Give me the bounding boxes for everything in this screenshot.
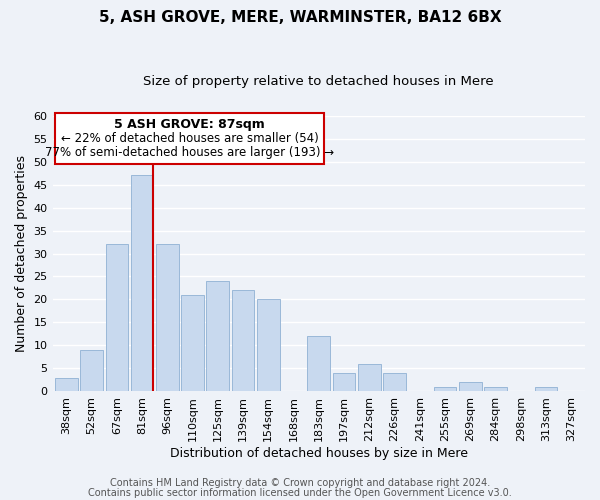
Bar — [156, 244, 179, 392]
FancyBboxPatch shape — [55, 114, 324, 164]
Bar — [307, 336, 330, 392]
Y-axis label: Number of detached properties: Number of detached properties — [15, 155, 28, 352]
Title: Size of property relative to detached houses in Mere: Size of property relative to detached ho… — [143, 75, 494, 88]
Bar — [257, 300, 280, 392]
Bar — [484, 387, 507, 392]
Bar — [131, 176, 154, 392]
Bar — [383, 373, 406, 392]
Text: 5, ASH GROVE, MERE, WARMINSTER, BA12 6BX: 5, ASH GROVE, MERE, WARMINSTER, BA12 6BX — [98, 10, 502, 25]
Bar — [358, 364, 380, 392]
Bar — [55, 378, 78, 392]
Bar — [232, 290, 254, 392]
Text: ← 22% of detached houses are smaller (54): ← 22% of detached houses are smaller (54… — [61, 132, 319, 145]
Bar — [332, 373, 355, 392]
Text: Contains HM Land Registry data © Crown copyright and database right 2024.: Contains HM Land Registry data © Crown c… — [110, 478, 490, 488]
Bar — [106, 244, 128, 392]
Bar — [434, 387, 457, 392]
Text: 77% of semi-detached houses are larger (193) →: 77% of semi-detached houses are larger (… — [45, 146, 334, 159]
Bar — [535, 387, 557, 392]
Bar — [459, 382, 482, 392]
Text: Contains public sector information licensed under the Open Government Licence v3: Contains public sector information licen… — [88, 488, 512, 498]
Bar — [206, 281, 229, 392]
Text: 5 ASH GROVE: 87sqm: 5 ASH GROVE: 87sqm — [114, 118, 265, 131]
Bar — [181, 295, 204, 392]
X-axis label: Distribution of detached houses by size in Mere: Distribution of detached houses by size … — [170, 447, 468, 460]
Bar — [80, 350, 103, 392]
